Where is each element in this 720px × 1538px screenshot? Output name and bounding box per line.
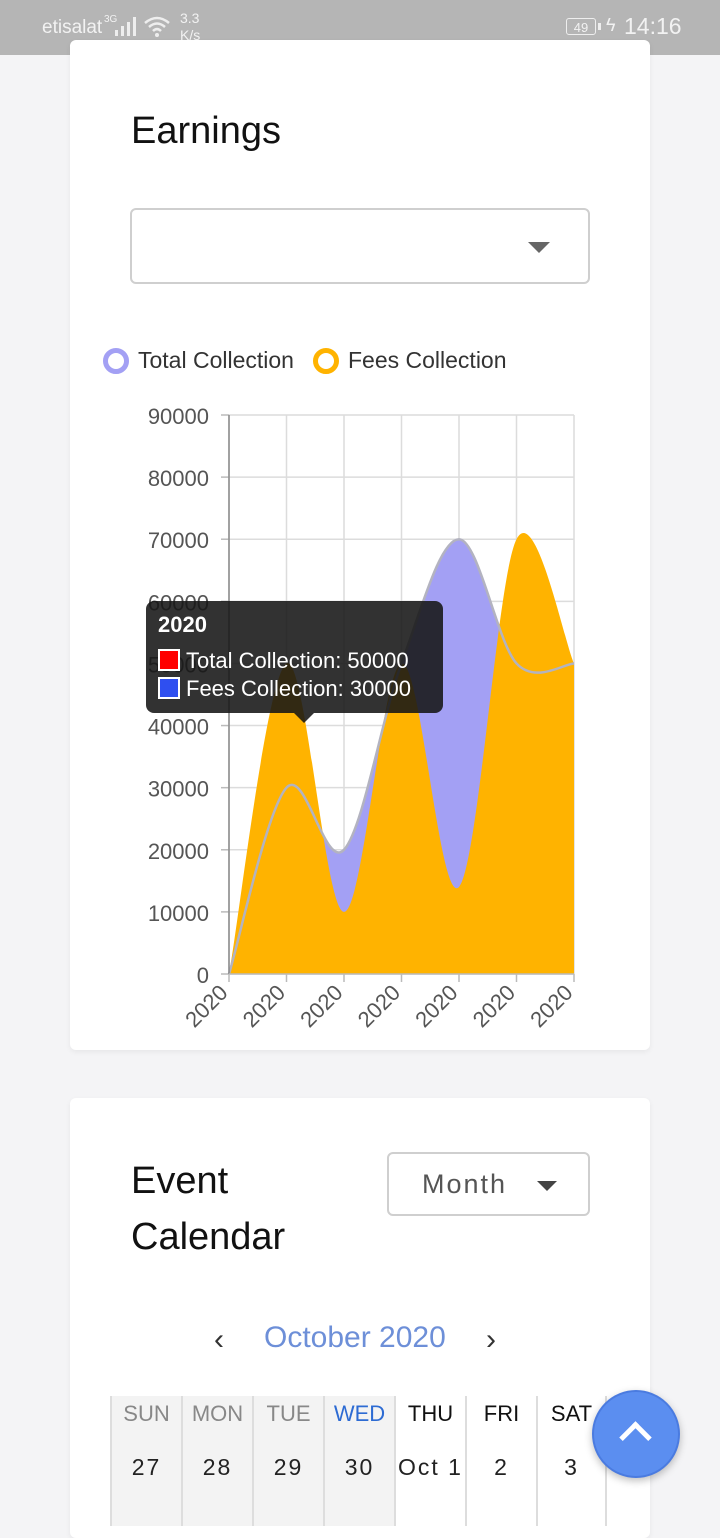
earnings-chart[interactable]: 0100002000030000400005000060000700008000… [70, 40, 650, 1050]
battery-icon: 49 [566, 18, 596, 35]
calendar-day-today[interactable]: WED 30 [323, 1396, 394, 1526]
calendar-day[interactable]: TUE 29 [252, 1396, 323, 1526]
calendar-day[interactable]: MON 28 [181, 1396, 252, 1526]
earnings-card: Earnings 0100002000030000400005000060000… [70, 40, 650, 1050]
day-number: 3 [564, 1454, 579, 1480]
scroll-to-top-button[interactable] [592, 1390, 680, 1478]
y-tick-label: 90000 [148, 404, 209, 429]
calendar-day[interactable]: FRI 2 [465, 1396, 536, 1526]
weekday-label: THU [407, 1401, 454, 1426]
legend-item-total-collection: Total Collection [138, 347, 294, 373]
x-tick-label: 2020 [525, 980, 577, 1032]
day-number: 29 [273, 1454, 304, 1480]
x-tick-label: 2020 [468, 980, 520, 1032]
chevron-up-icon [619, 1421, 652, 1454]
speed-value: 3.3 [180, 10, 200, 26]
y-tick-label: 70000 [148, 528, 209, 553]
weekday-label: TUE [266, 1401, 311, 1426]
weekday-label: FRI [483, 1401, 520, 1426]
day-number: 30 [344, 1454, 375, 1480]
battery-tip [598, 23, 601, 30]
x-tick-label: 2020 [410, 980, 462, 1032]
current-month-label: October 2020 [264, 1321, 446, 1354]
calendar-title: Event Calendar [131, 1153, 285, 1265]
next-month-icon[interactable]: › [486, 1323, 496, 1356]
view-mode-label: Month [422, 1169, 508, 1199]
weekday-label: MON [191, 1401, 244, 1426]
calendar-day[interactable]: SUN 27 [110, 1396, 181, 1526]
carrier-label: etisalat [42, 17, 103, 38]
series-area-fees-collection [229, 532, 574, 974]
y-tick-label: 40000 [148, 715, 209, 740]
tooltip-swatch [160, 651, 178, 669]
dropdown-arrow-icon [528, 242, 550, 253]
charging-icon: ϟ [606, 15, 616, 35]
calendar-title-line1: Event [131, 1160, 229, 1202]
weekday-label: SAT [550, 1401, 593, 1426]
tooltip-caret [294, 713, 314, 723]
weekday-label: WED [333, 1401, 386, 1426]
x-tick-label: 2020 [238, 980, 290, 1032]
x-tick-label: 2020 [180, 980, 232, 1032]
y-tick-label: 20000 [148, 839, 209, 864]
speed-unit: K/s [180, 27, 201, 43]
chevron-down-icon [537, 1181, 557, 1191]
network-type: 3G [104, 14, 118, 25]
weekday-label: SUN [123, 1401, 170, 1426]
tooltip-line: Fees Collection: 30000 [186, 676, 411, 701]
x-tick-label: 2020 [295, 980, 347, 1032]
tooltip-line: Total Collection: 50000 [186, 648, 409, 673]
earnings-dropdown[interactable] [130, 208, 590, 284]
view-mode-select[interactable]: Month [387, 1152, 590, 1216]
legend-item-fees-collection: Fees Collection [348, 347, 507, 373]
day-number: 27 [131, 1454, 162, 1480]
wifi-icon [144, 16, 170, 37]
day-number: 28 [202, 1454, 233, 1480]
legend-item-fees-collection-marker [313, 348, 339, 374]
network-speed: 3.3 K/s [180, 10, 200, 44]
y-tick-label: 0 [197, 963, 209, 988]
day-number: Oct 1 [398, 1454, 463, 1480]
y-tick-label: 80000 [148, 466, 209, 491]
earnings-title: Earnings [131, 110, 281, 152]
clock: 14:16 [624, 13, 682, 39]
chart-tooltip: 2020 Total Collection: 50000 Fees Collecti… [146, 601, 443, 723]
x-tick-label: 2020 [353, 980, 405, 1032]
calendar-day[interactable]: THU Oct 1 [394, 1396, 465, 1526]
signal-icon [115, 17, 136, 36]
legend-item-total-collection-marker [103, 348, 129, 374]
day-number: 2 [494, 1454, 509, 1480]
prev-month-icon[interactable]: ‹ [214, 1323, 224, 1356]
tooltip-box [146, 601, 443, 713]
calendar-grid: SUN 27 MON 28 TUE 29 WED 30 THU Oct 1 FR… [110, 1396, 608, 1526]
tooltip-swatch [160, 679, 178, 697]
event-calendar-card: Event Calendar Month ‹ October 2020 › SU… [70, 1098, 650, 1538]
y-tick-label: 10000 [148, 901, 209, 926]
y-tick-label: 30000 [148, 777, 209, 802]
tooltip-title: 2020 [158, 612, 207, 637]
calendar-title-line2: Calendar [131, 1216, 286, 1258]
